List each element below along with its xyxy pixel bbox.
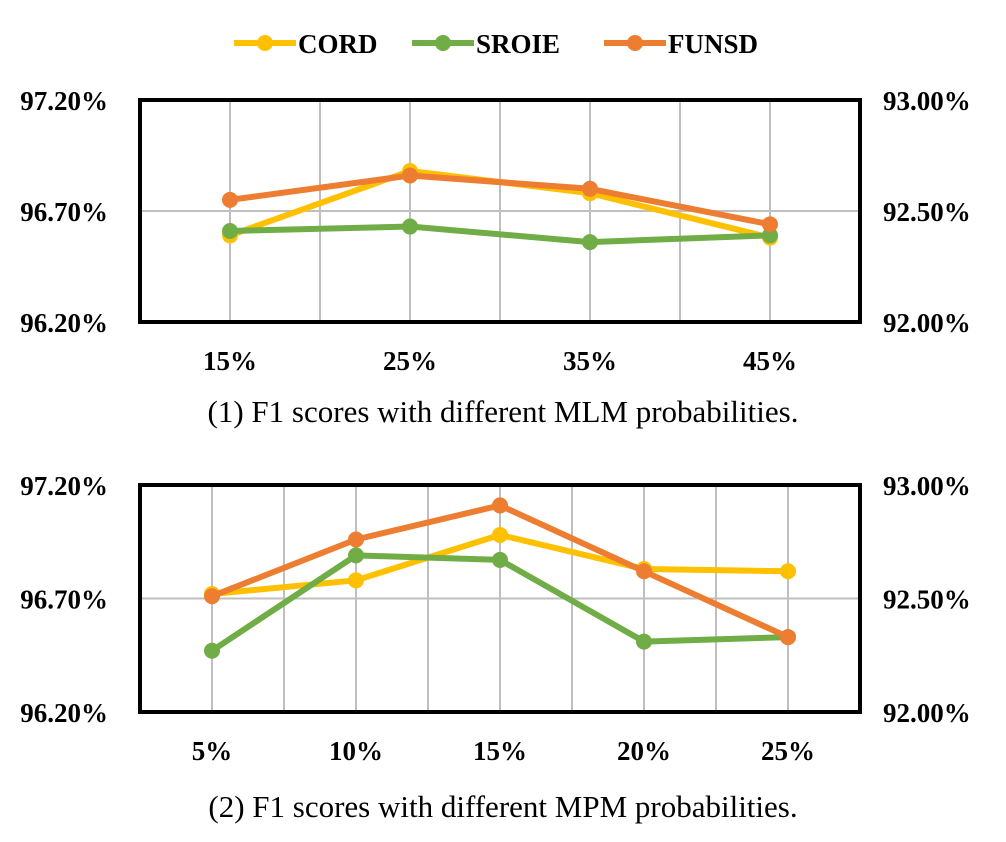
- panel2-caption: (2) F1 scores with different MPM probabi…: [208, 789, 797, 824]
- panel2-point-funsd: [204, 588, 220, 605]
- panel1-right-tick: 93.00%: [883, 86, 971, 116]
- panel1-left-tick: 96.20%: [20, 308, 108, 338]
- legend-marker-cord: [257, 35, 273, 51]
- panel1-right-tick: 92.00%: [883, 308, 971, 338]
- panel2-right-tick: 92.00%: [883, 698, 971, 728]
- panel1-x-tick: 15%: [203, 346, 257, 376]
- panel2-x-tick: 25%: [761, 736, 815, 766]
- legend-label-sroie: SROIE: [476, 29, 560, 59]
- panel1-right-tick: 92.50%: [883, 197, 971, 227]
- panel1-point-funsd: [402, 167, 418, 184]
- legend-marker-funsd: [627, 35, 643, 51]
- panel1-point-sroie: [402, 218, 418, 235]
- panel2-left-tick: 96.20%: [20, 698, 108, 728]
- panel2-x-tick: 5%: [192, 736, 233, 766]
- panel1-point-funsd: [762, 216, 778, 233]
- panel2-left-tick: 96.70%: [20, 585, 108, 615]
- legend-marker-sroie: [435, 35, 451, 51]
- panel2-point-sroie: [348, 547, 364, 564]
- panel2-point-sroie: [636, 633, 652, 650]
- panel1-left-tick: 97.20%: [20, 86, 108, 116]
- panel2-point-cord: [348, 572, 364, 589]
- panel2-left-tick: 97.20%: [20, 471, 108, 501]
- panel1-plot-frame: [138, 98, 862, 324]
- panel1-point-funsd: [582, 180, 598, 197]
- panel1-left-tick: 96.70%: [20, 197, 108, 227]
- panel2-point-funsd: [636, 563, 652, 580]
- panel1-point-sroie: [582, 234, 598, 251]
- legend-label-funsd: FUNSD: [668, 29, 758, 59]
- panel2-point-cord: [492, 526, 508, 543]
- panel2-point-funsd: [492, 497, 508, 514]
- panel1-point-sroie: [762, 227, 778, 244]
- panel2-right-tick: 92.50%: [883, 585, 971, 615]
- panel2-point-cord: [780, 563, 796, 580]
- panel1-caption: (1) F1 scores with different MLM probabi…: [208, 394, 799, 429]
- panel2-x-tick: 20%: [617, 736, 671, 766]
- panel1-point-sroie: [222, 222, 238, 239]
- panel2-x-tick: 15%: [473, 736, 527, 766]
- panel1-point-funsd: [222, 191, 238, 208]
- panel2-point-funsd: [780, 629, 796, 646]
- panel1-x-tick: 35%: [563, 346, 617, 376]
- panel1-series-line-sroie: [227, 223, 773, 246]
- panel2-x-tick: 10%: [329, 736, 383, 766]
- legend-label-cord: CORD: [298, 29, 378, 59]
- panel2-point-funsd: [348, 531, 364, 548]
- panel1-x-tick: 45%: [743, 346, 797, 376]
- panel2-point-sroie: [204, 642, 220, 659]
- panel1-x-tick: 25%: [383, 346, 437, 376]
- panel1-series-line-funsd: [227, 172, 773, 228]
- panel2-plot-frame: [138, 483, 862, 714]
- panel2-point-sroie: [492, 551, 508, 568]
- panel2-right-tick: 93.00%: [883, 471, 971, 501]
